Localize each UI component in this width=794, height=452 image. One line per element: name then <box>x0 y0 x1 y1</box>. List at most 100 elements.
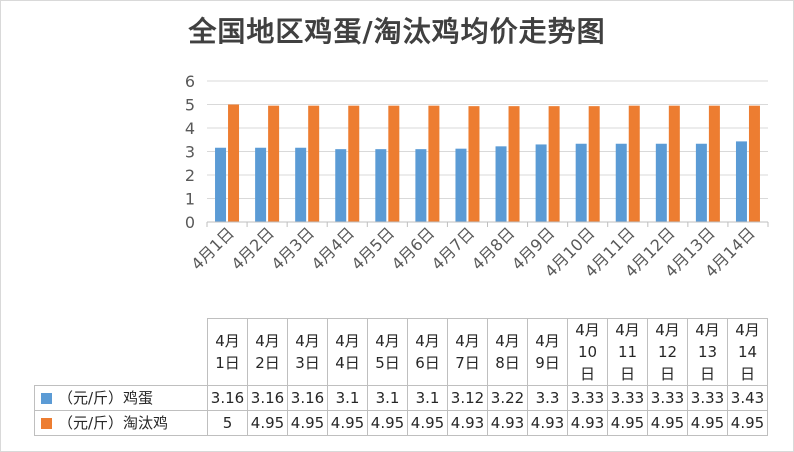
table-cell: 4.95 <box>647 410 688 436</box>
bar-cull-hen <box>708 105 720 222</box>
legend-label: （元/斤）淘汰鸡 <box>58 414 169 432</box>
table-header-label: 4月8日 <box>495 332 520 372</box>
table-header-label: 4月4日 <box>335 332 360 372</box>
bar-cull-hen <box>348 105 360 222</box>
table-header-row: 4月1日 4月2日 4月3日 4月4日 4月5日 4月6日 4月7日 4月8日 4月9日 4月10… <box>35 318 768 386</box>
chart-title: 全国地区鸡蛋/淘汰鸡均价走势图 <box>188 15 606 48</box>
table-header-cell: 4月14日 <box>727 318 768 386</box>
table-cell: 5 <box>207 410 248 436</box>
table-header-cell: 4月2日 <box>247 318 288 386</box>
table-cell: 3.16 <box>247 385 288 411</box>
table-header-label: 4月13日 <box>695 321 720 383</box>
table-header-label: 4月3日 <box>295 332 320 372</box>
table-row: （元/斤）淘汰鸡 5 4.95 4.95 4.95 4.95 4.95 4.93 4.93 4.9… <box>34 410 768 436</box>
table-header-label: 4月14日 <box>735 321 760 383</box>
table-header-cell: 4月1日 <box>207 318 248 386</box>
table-header-cell: 4月6日 <box>407 318 448 386</box>
bar-egg <box>255 147 267 222</box>
table-cell: 4.95 <box>367 410 408 436</box>
table-header-label: 4月12日 <box>655 321 680 383</box>
bar-cull-hen <box>748 105 760 222</box>
table-header-cell: 4月10日 <box>567 318 608 386</box>
bar-cull-hen <box>548 106 560 222</box>
table-header-cell: 4月12日 <box>647 318 688 386</box>
table-header-label: 4月7日 <box>455 332 480 372</box>
table-cell: 3.1 <box>327 385 368 411</box>
bar-egg <box>335 149 347 222</box>
bar-cull-hen <box>388 105 400 222</box>
table-header-label: 4月2日 <box>255 332 280 372</box>
table-cell: 3.33 <box>567 385 608 411</box>
bar-egg <box>375 149 387 222</box>
x-tick-label: 4月7日 <box>428 223 478 273</box>
y-tick-label: 4 <box>185 119 195 138</box>
bar-egg <box>295 147 307 222</box>
table-header-label: 4月11日 <box>615 321 640 383</box>
bar-cull-hen <box>468 106 480 222</box>
y-tick-label: 2 <box>185 166 195 185</box>
bar-egg <box>415 149 427 222</box>
table-cell: 4.95 <box>607 410 648 436</box>
table-cell: 4.95 <box>327 410 368 436</box>
table-header-cell: 4月3日 <box>287 318 328 386</box>
table-cell: 4.95 <box>687 410 728 436</box>
table-cell: 3.3 <box>527 385 568 411</box>
table-cell: 4.95 <box>247 410 288 436</box>
bar-cull-hen <box>668 105 680 222</box>
x-tick-label: 4月4日 <box>308 223 358 273</box>
table-cell: 4.93 <box>447 410 488 436</box>
x-tick-label: 4月5日 <box>348 223 398 273</box>
table-header-label: 4月9日 <box>535 332 560 372</box>
x-tick-label: 4月8日 <box>468 223 518 273</box>
table-cell: 4.93 <box>487 410 528 436</box>
y-tick-label: 5 <box>185 96 195 115</box>
table-cell: 4.95 <box>407 410 448 436</box>
bar-egg <box>615 143 627 222</box>
table-cell: 3.1 <box>367 385 408 411</box>
table-header-label: 4月10日 <box>575 321 600 383</box>
table-cell: 4.93 <box>567 410 608 436</box>
table-cell: 3.12 <box>447 385 488 411</box>
bar-cull-hen <box>308 105 320 222</box>
table-cell: 4.95 <box>287 410 328 436</box>
table-cell: 4.93 <box>527 410 568 436</box>
table-cell: 3.16 <box>207 385 248 411</box>
legend-entry: （元/斤）鸡蛋 <box>34 385 208 411</box>
y-tick-label: 6 <box>185 72 195 91</box>
table-corner <box>35 319 208 386</box>
table-header-label: 4月1日 <box>215 332 240 372</box>
bar-egg <box>455 148 467 222</box>
table-cell: 3.33 <box>687 385 728 411</box>
bar-cull-hen <box>508 106 520 222</box>
table-cell: 3.1 <box>407 385 448 411</box>
legend-swatch <box>41 418 52 429</box>
table-cell: 3.43 <box>727 385 768 411</box>
table-header-cell: 4月8日 <box>487 318 528 386</box>
bar-egg <box>535 144 547 222</box>
table-header-cell: 4月13日 <box>687 318 728 386</box>
table-cell: 3.22 <box>487 385 528 411</box>
bar-egg <box>495 146 507 222</box>
table-header-label: 4月5日 <box>375 332 400 372</box>
x-tick-label: 4月3日 <box>268 223 318 273</box>
table-cell: 3.33 <box>607 385 648 411</box>
table-header-label: 4月6日 <box>415 332 440 372</box>
table-row: （元/斤）鸡蛋 3.16 3.16 3.16 3.1 3.1 3.1 3.12 3.22 3.3 3… <box>34 385 768 411</box>
bar-cull-hen <box>628 105 640 222</box>
bar-egg <box>695 143 707 222</box>
table-cell: 4.95 <box>727 410 768 436</box>
legend-label: （元/斤）鸡蛋 <box>58 389 154 407</box>
legend-entry: （元/斤）淘汰鸡 <box>34 410 208 436</box>
table-header-cell: 4月5日 <box>367 318 408 386</box>
bar-cull-hen <box>428 105 440 222</box>
bar-egg <box>575 143 587 222</box>
bar-cull-hen <box>228 104 240 222</box>
table-header-cell: 4月9日 <box>527 318 568 386</box>
x-tick-label: 4月2日 <box>227 223 277 273</box>
table-header-cell: 4月7日 <box>447 318 488 386</box>
table-cell: 3.16 <box>287 385 328 411</box>
y-tick-label: 1 <box>185 190 195 209</box>
x-tick-label: 4月6日 <box>388 223 438 273</box>
data-table: 4月1日 4月2日 4月3日 4月4日 4月5日 4月6日 4月7日 4月8日 4月9日 4月10… <box>34 318 768 436</box>
